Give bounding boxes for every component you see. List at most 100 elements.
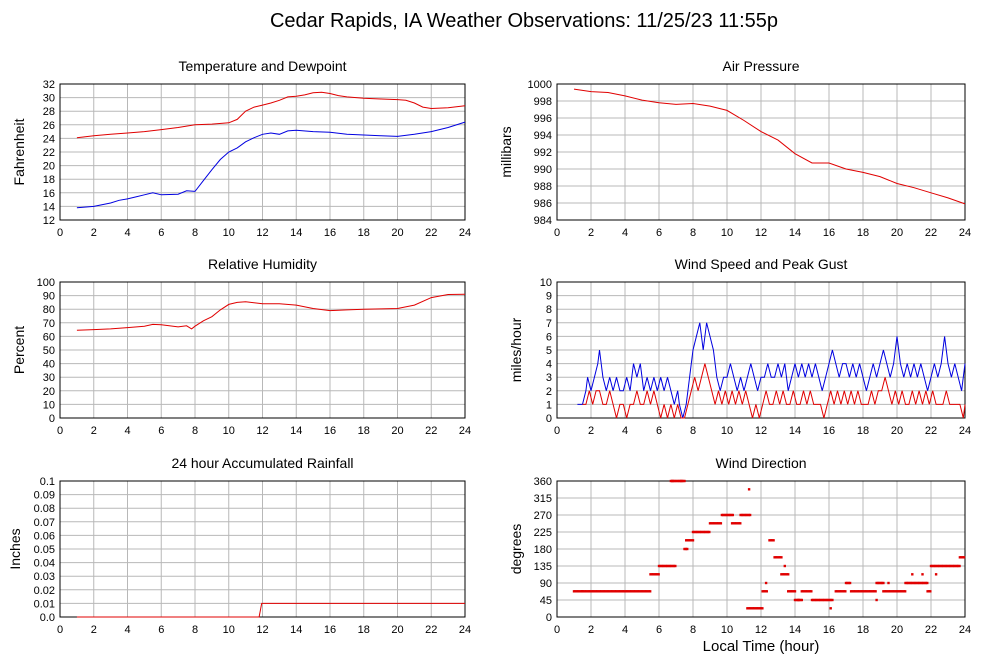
direction-point <box>740 513 744 517</box>
rain-x-tick-label: 2 <box>91 624 97 636</box>
pressure-y-tick-label: 998 <box>534 96 552 108</box>
direction-point <box>917 581 921 585</box>
direction-point <box>632 590 636 593</box>
direction-point <box>913 581 917 585</box>
direction-point <box>954 564 957 568</box>
pressure-y-tick-label: 990 <box>534 164 552 176</box>
direction-point <box>576 590 580 593</box>
direction-point <box>623 590 626 593</box>
direction-point <box>728 513 732 517</box>
direction-point <box>748 607 752 610</box>
direction-point <box>652 573 655 576</box>
humidity-x-tick-label: 12 <box>256 425 268 437</box>
direction-point <box>734 522 738 525</box>
direction-point <box>911 573 914 576</box>
direction-point <box>587 590 591 593</box>
rain-y-tick-label: 0.05 <box>34 544 55 556</box>
pressure-y-tick-label: 996 <box>534 113 552 125</box>
direction-point <box>907 581 910 585</box>
direction-point <box>882 590 885 593</box>
direction-point <box>901 590 904 593</box>
direction-point <box>952 564 956 568</box>
direction-point <box>625 590 629 593</box>
direction-point <box>708 522 712 525</box>
humidity-x-tick-label: 2 <box>91 425 97 437</box>
direction-point <box>867 590 870 593</box>
direction-y-tick-label: 360 <box>534 476 552 488</box>
wind-x-tick-label: 22 <box>925 425 937 437</box>
direction-point <box>874 590 877 593</box>
direction-point <box>579 590 582 593</box>
direction-point <box>961 556 964 559</box>
direction-point <box>880 581 884 585</box>
temp-x-tick-label: 2 <box>91 227 97 239</box>
direction-point <box>789 590 793 593</box>
direction-point <box>814 598 818 602</box>
direction-point <box>667 564 670 568</box>
direction-point <box>624 590 627 593</box>
pressure-x-tick-label: 2 <box>588 227 594 239</box>
direction-point <box>657 573 660 576</box>
rain-y-tick-label: 0.09 <box>34 490 55 502</box>
rain-plot-frame <box>59 480 466 618</box>
direction-point <box>726 513 729 517</box>
direction-point <box>791 590 794 593</box>
direction-point <box>926 581 929 585</box>
direction-point <box>572 590 576 593</box>
direction-point <box>835 590 839 593</box>
direction-point <box>909 581 913 585</box>
wind-x-tick-label: 24 <box>959 425 971 437</box>
direction-x-tick-label: 14 <box>789 624 801 636</box>
rain-x-tick-label: 20 <box>391 624 403 636</box>
rain-y-tick-label: 0.07 <box>34 517 55 529</box>
direction-point <box>931 564 934 568</box>
direction-point <box>846 581 849 585</box>
direction-point <box>882 581 885 585</box>
direction-x-tick-label: 18 <box>857 624 869 636</box>
humidity-y-tick-label: 50 <box>43 345 55 357</box>
direction-point <box>687 539 691 542</box>
direction-point <box>598 590 602 593</box>
wind-title: Wind Speed and Peak Gust <box>675 256 848 272</box>
direction-y-tick-label: 180 <box>534 544 552 556</box>
direction-point <box>828 598 831 602</box>
direction-point <box>787 590 790 593</box>
direction-point <box>831 598 834 602</box>
pressure-x-tick-label: 22 <box>925 227 937 239</box>
direction-point <box>951 564 954 568</box>
temp-y-axis-label: Fahrenheit <box>11 118 27 185</box>
direction-point <box>792 590 795 593</box>
direction-point <box>927 590 931 593</box>
direction-point <box>957 564 960 568</box>
temp-series-1-line <box>76 121 466 209</box>
pressure-y-tick-label: 984 <box>534 215 552 227</box>
direction-point <box>600 590 603 593</box>
direction-point <box>782 573 786 576</box>
direction-point <box>793 590 797 593</box>
direction-point <box>891 590 895 593</box>
humidity-x-tick-label: 8 <box>192 425 198 437</box>
rain-x-tick-label: 18 <box>358 624 370 636</box>
humidity-plot-frame <box>59 281 466 419</box>
wind-y-tick-label: 7 <box>546 318 552 330</box>
direction-point <box>761 590 764 593</box>
direction-point <box>643 590 646 593</box>
direction-point <box>681 479 685 483</box>
temp-x-tick-label: 20 <box>391 227 403 239</box>
direction-point <box>771 539 774 542</box>
direction-point <box>810 590 813 593</box>
humidity-y-tick-label: 0 <box>49 413 55 425</box>
direction-point <box>813 598 816 602</box>
direction-point <box>578 590 581 593</box>
direction-point <box>960 556 963 559</box>
direction-point <box>605 590 608 593</box>
temp-y-tick-label: 26 <box>43 120 55 132</box>
direction-point <box>686 547 689 551</box>
direction-point <box>711 522 714 525</box>
direction-point <box>601 590 604 593</box>
direction-point <box>747 488 751 491</box>
direction-y-tick-label: 0 <box>546 612 552 624</box>
